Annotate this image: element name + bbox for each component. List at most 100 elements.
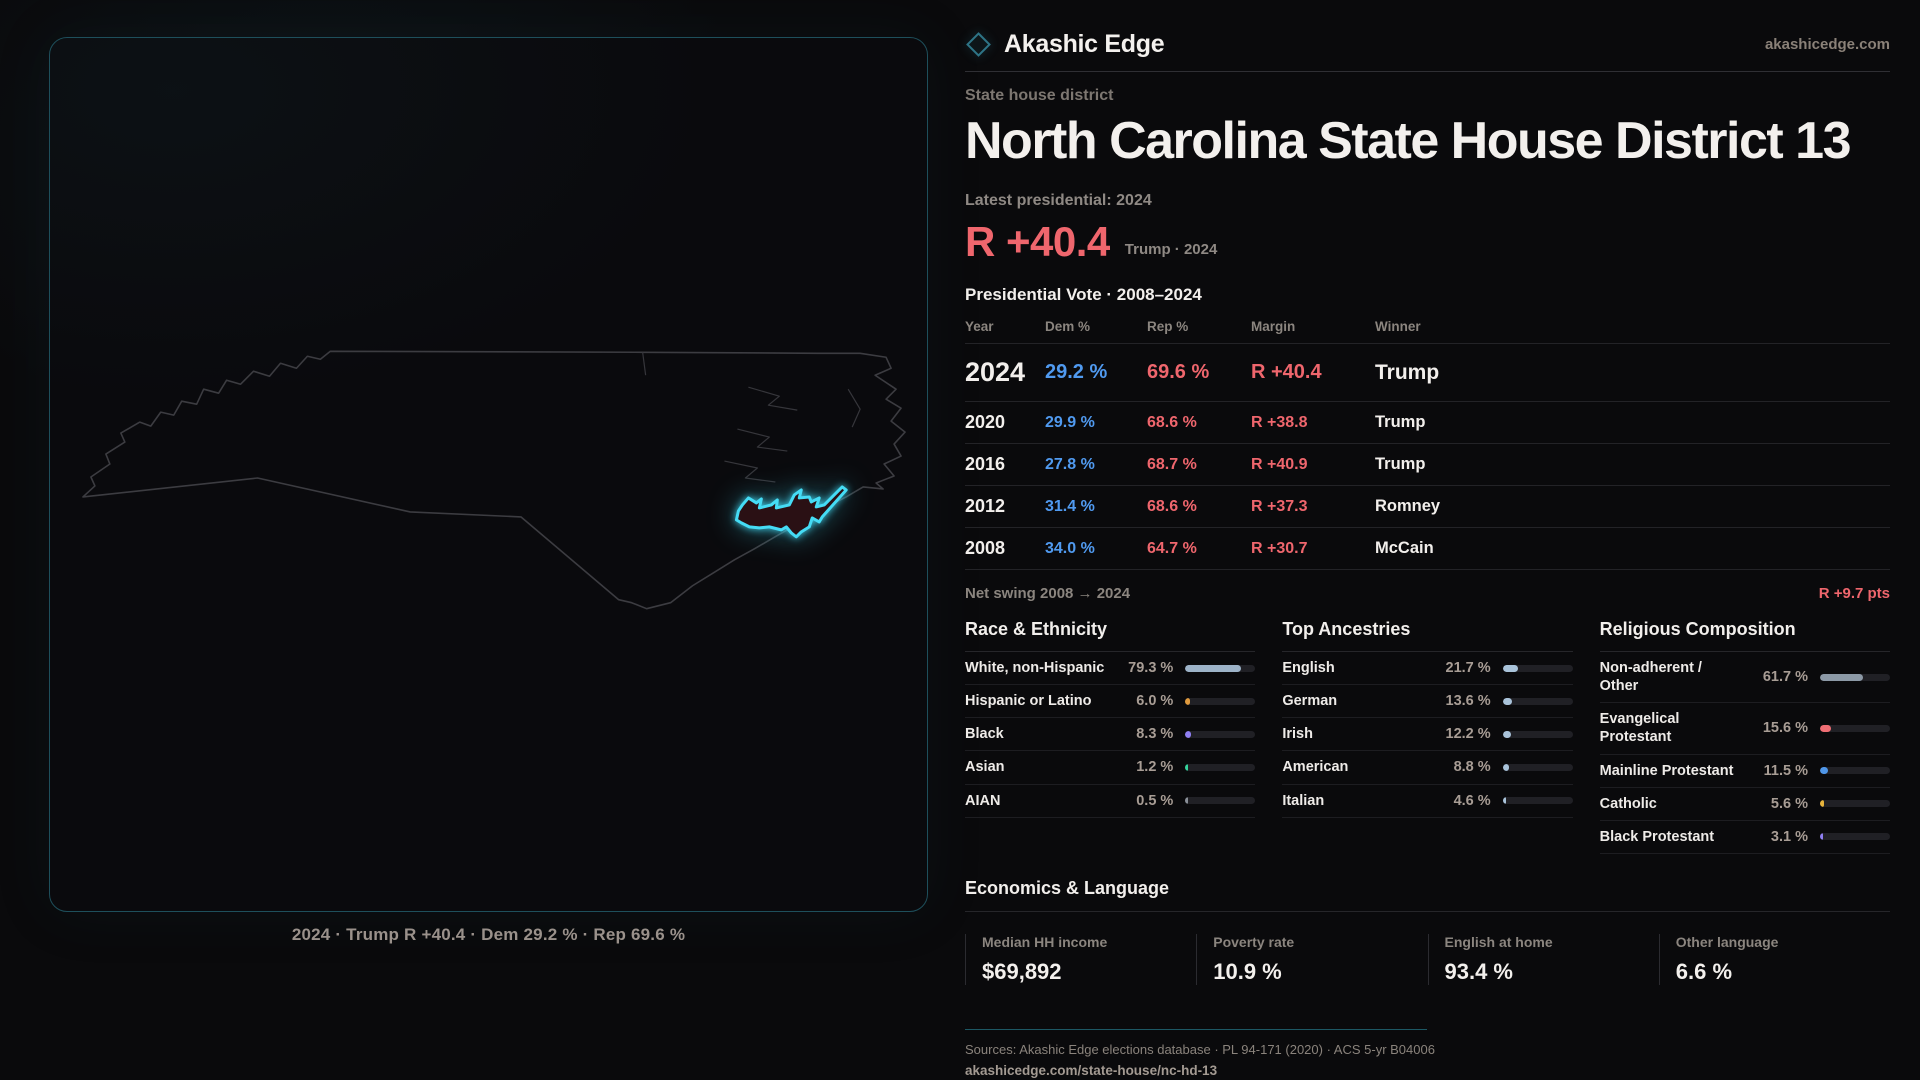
- vote-column-header: Margin: [1251, 319, 1296, 334]
- demo-section-title: Race & Ethnicity: [965, 619, 1256, 652]
- stat-label: Poverty rate: [1213, 933, 1295, 950]
- vote-cell-margin: R +40.4: [1251, 361, 1322, 383]
- header-divider: [965, 71, 1890, 72]
- demo-label: Italian: [1282, 792, 1325, 809]
- demo-label: AIAN: [965, 792, 1001, 809]
- district-13-shape: [734, 485, 848, 539]
- vote-table-header: Year Dem % Rep % Margin Winner: [965, 315, 1890, 344]
- demo-bar-track: [1502, 664, 1573, 672]
- demo-row: English 21.7 %: [1282, 652, 1573, 686]
- vote-table-title: Presidential Vote · 2008–2024: [965, 285, 1202, 304]
- demo-value: 6.0 %: [1136, 693, 1174, 710]
- vote-cell-margin: R +37.3: [1251, 497, 1308, 515]
- sources-text: Sources: Akashic Edge elections database…: [965, 1041, 1435, 1057]
- demo-label: Irish: [1282, 726, 1313, 743]
- demo-bar-fill: [1820, 673, 1864, 681]
- vote-cell-year: 2020: [965, 412, 1006, 432]
- demo-bar-track: [1185, 763, 1256, 771]
- state-outline: [82, 350, 906, 610]
- demo-bar-track: [1185, 730, 1256, 738]
- demo-value: 4.6 %: [1453, 792, 1491, 809]
- page-title: North Carolina State House District 13: [965, 112, 1852, 170]
- district-map-box: [49, 37, 928, 912]
- presidential-vote-table: Year Dem % Rep % Margin Winner 2024 29.2 % 69.…: [965, 315, 1890, 602]
- demo-value: 12.2 %: [1445, 726, 1491, 743]
- demographics-grid: Race & Ethnicity White, non-Hispanic 79.3 …: [965, 619, 1890, 854]
- demo-bar-track: [1820, 767, 1890, 775]
- brand-name: Akashic Edge: [1004, 30, 1165, 58]
- net-swing-row: Net swing 2008 → 2024 R +9.7 pts: [965, 570, 1890, 602]
- district-kicker: State house district: [965, 87, 1114, 104]
- vote-column-header: Year: [965, 319, 994, 334]
- vote-cell-winner: Trump: [1375, 360, 1440, 384]
- demo-label: Black: [965, 726, 1004, 743]
- brand-domain-link[interactable]: akashicedge.com: [1764, 36, 1890, 53]
- demo-label: English: [1282, 660, 1335, 676]
- vote-table-body: 2024 29.2 % 69.6 % R +40.4 Trump 2020 29.9 % 68…: [965, 344, 1890, 570]
- stat-card: English at home 93.4 %: [1427, 933, 1659, 985]
- demo-bar-fill: [1502, 730, 1512, 738]
- demo-label: Asian: [965, 759, 1005, 776]
- vote-cell-winner: McCain: [1375, 539, 1434, 557]
- vote-table-row: 2008 34.0 % 64.7 % R +30.7 McCain: [965, 528, 1890, 570]
- vote-cell-dem: 31.4 %: [1045, 497, 1095, 515]
- vote-cell-margin: R +30.7: [1251, 539, 1308, 557]
- demo-row: AIAN 0.5 %: [965, 785, 1256, 818]
- economics-stats-row: Median HH income $69,892 Poverty rate 10.9 …: [965, 933, 1890, 985]
- diamond-logo-icon: [966, 32, 991, 57]
- demo-row: Evangelical Protestant 15.6 %: [1599, 703, 1890, 755]
- net-swing-label: Net swing 2008 → 2024: [965, 585, 1131, 602]
- demo-section-title: Top Ancestries: [1282, 619, 1573, 652]
- stat-value: $69,892: [982, 958, 1062, 984]
- vote-table-row: 2024 29.2 % 69.6 % R +40.4 Trump: [965, 344, 1890, 402]
- footer: Sources: Akashic Edge elections database…: [965, 1028, 1890, 1078]
- map-caption: 2024 · Trump R +40.4 · Dem 29.2 % · Rep …: [291, 925, 686, 944]
- demo-label: White, non-Hispanic: [965, 660, 1105, 676]
- demo-row: Hispanic or Latino 6.0 %: [965, 685, 1256, 719]
- demo-bar-track: [1185, 664, 1256, 672]
- demo-value: 21.7 %: [1445, 660, 1491, 677]
- brand-header: Akashic Edge akashicedge.com: [965, 30, 1890, 59]
- permalink[interactable]: akashicedge.com/state-house/nc-hd-13: [965, 1062, 1218, 1078]
- demo-label: Mainline Protestant: [1599, 762, 1734, 779]
- stat-value: 6.6 %: [1675, 958, 1733, 984]
- stat-label: Median HH income: [982, 933, 1108, 950]
- demo-bar-fill: [1502, 664, 1518, 672]
- demo-row: Irish 12.2 %: [1282, 718, 1573, 752]
- demo-label: American: [1282, 759, 1349, 776]
- demo-row: White, non-Hispanic 79.3 %: [965, 652, 1256, 686]
- vote-cell-rep: 64.7 %: [1147, 539, 1197, 557]
- demo-bar-track: [1820, 724, 1890, 732]
- demo-bar-fill: [1185, 730, 1192, 738]
- demo-label: Black Protestant: [1599, 828, 1715, 845]
- vote-table-row: 2020 29.9 % 68.6 % R +38.8 Trump: [965, 402, 1890, 444]
- demo-value: 5.6 %: [1770, 795, 1808, 812]
- demo-bar-track: [1185, 797, 1256, 805]
- demo-value: 1.2 %: [1136, 759, 1174, 776]
- demo-bar-track: [1820, 673, 1890, 681]
- demo-row: German 13.6 %: [1282, 685, 1573, 719]
- demo-row: Mainline Protestant 11.5 %: [1599, 755, 1890, 788]
- vote-cell-margin: R +40.9: [1251, 455, 1308, 473]
- state-boundary-tick: [642, 352, 647, 376]
- demo-bar-track: [1502, 697, 1573, 705]
- latest-presidential-label: Latest presidential: 2024: [965, 192, 1152, 209]
- stat-label: English at home: [1444, 933, 1553, 950]
- demo-bar-fill: [1185, 763, 1189, 771]
- demo-value: 0.5 %: [1136, 792, 1174, 809]
- demo-bar-track: [1502, 763, 1573, 771]
- vote-cell-dem: 29.9 %: [1045, 413, 1095, 431]
- demo-label: Catholic: [1599, 795, 1657, 812]
- stat-card: Poverty rate 10.9 %: [1196, 933, 1427, 985]
- demo-bar-fill: [1820, 724, 1831, 732]
- stat-label: Other language: [1675, 933, 1779, 950]
- demo-label: Hispanic or Latino: [965, 693, 1092, 710]
- demo-value: 8.8 %: [1453, 759, 1491, 776]
- demo-label: German: [1282, 693, 1338, 710]
- demo-value: 79.3 %: [1128, 660, 1174, 677]
- demo-value: 15.6 %: [1762, 720, 1808, 737]
- vote-cell-year: 2012: [965, 496, 1006, 516]
- vote-cell-dem: 27.8 %: [1045, 455, 1095, 473]
- north-carolina-map: [82, 350, 906, 610]
- demo-bar-track: [1502, 797, 1573, 805]
